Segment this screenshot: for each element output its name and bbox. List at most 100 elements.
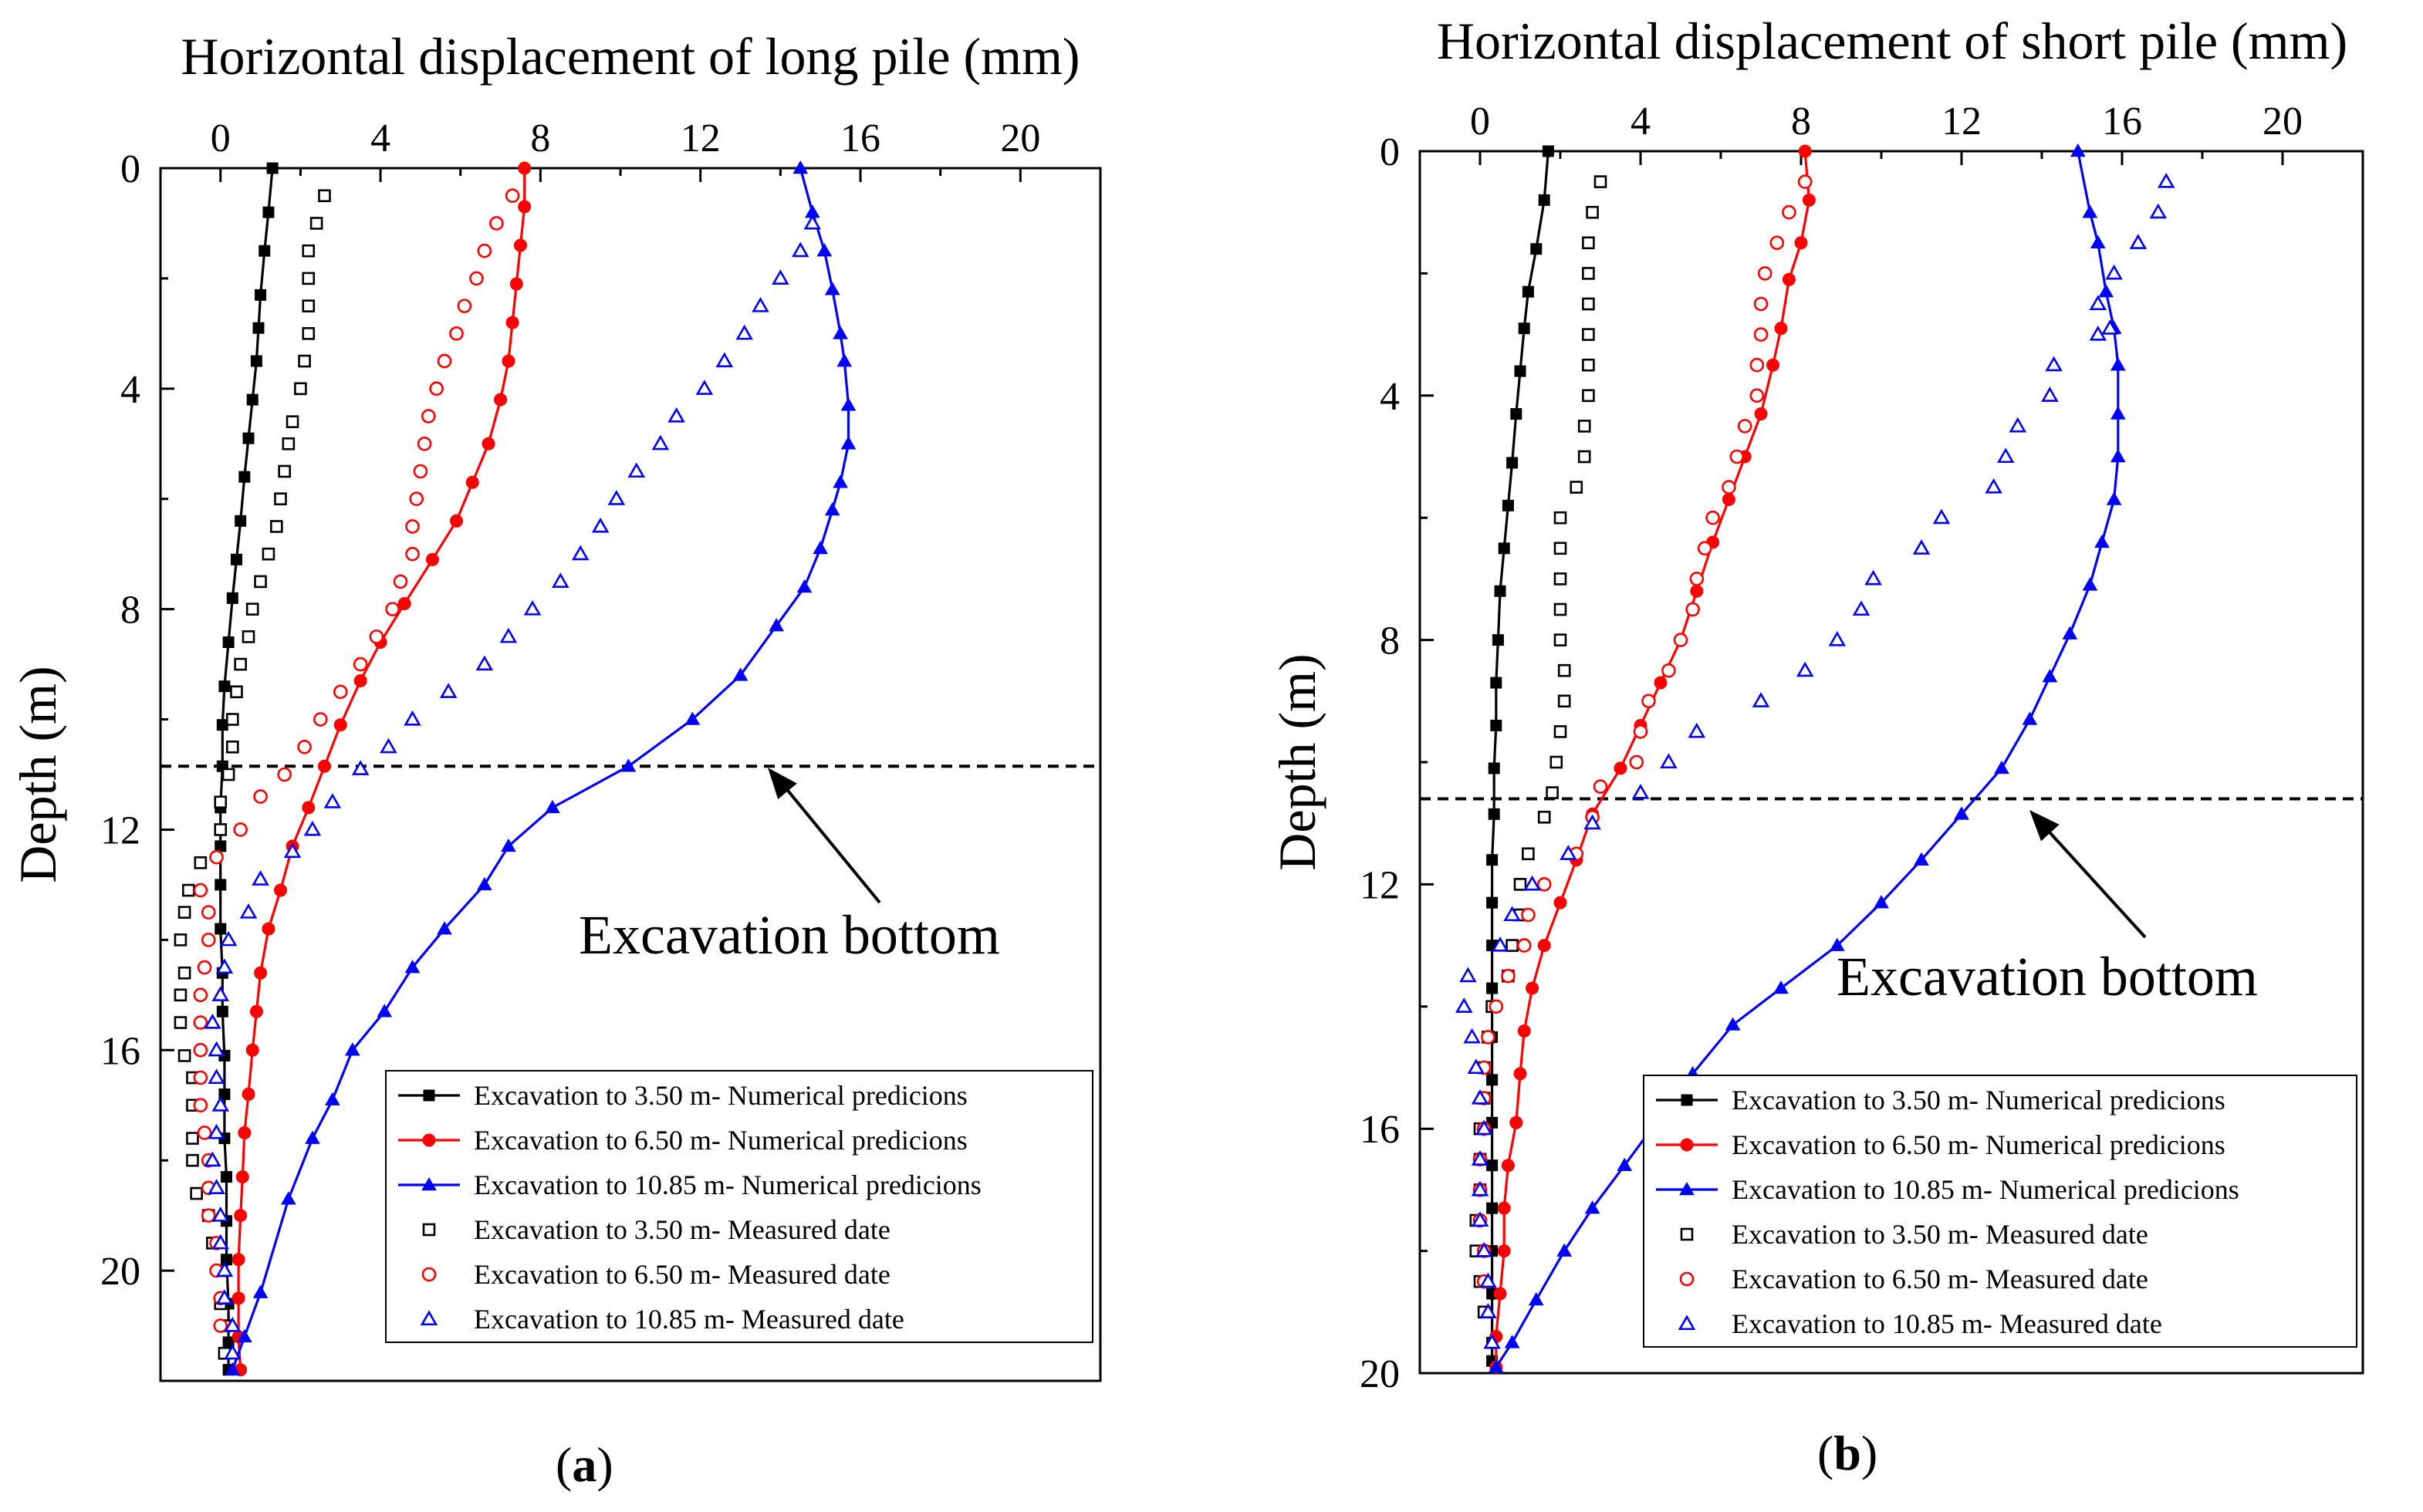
data-point <box>465 475 479 489</box>
data-point <box>1593 175 1607 188</box>
data-point <box>1491 936 1509 952</box>
data-point <box>518 200 532 214</box>
legend-entry-label: Excavation to 10.85 m- Measured date <box>474 1304 904 1335</box>
data-point <box>1549 755 1563 769</box>
data-point <box>571 545 590 561</box>
data-point <box>1912 539 1931 555</box>
data-point <box>197 960 212 975</box>
legend-marker <box>1679 1181 1695 1196</box>
y-axis-title: Depth (m) <box>1268 653 1326 870</box>
data-point <box>684 711 701 725</box>
data-point <box>1654 676 1668 690</box>
data-point <box>250 355 262 367</box>
data-point <box>235 515 247 527</box>
data-point <box>225 713 239 726</box>
data-point <box>1455 997 1473 1013</box>
x-tick-label: 20 <box>2262 100 2303 143</box>
data-point <box>1737 419 1752 434</box>
data-point <box>242 432 255 444</box>
data-point <box>1725 1017 1741 1031</box>
data-point <box>218 1088 231 1100</box>
data-point <box>840 436 857 450</box>
data-point <box>421 409 436 424</box>
data-point <box>1486 1074 1499 1086</box>
data-point <box>262 547 275 561</box>
data-point <box>1521 907 1536 923</box>
data-point <box>193 883 208 898</box>
data-point <box>627 462 646 478</box>
data-point <box>333 684 348 700</box>
data-point <box>1769 235 1785 251</box>
data-point <box>1514 365 1526 377</box>
y-tick-label: 16 <box>100 1029 140 1073</box>
data-point <box>1553 602 1567 616</box>
data-point <box>2110 406 2126 420</box>
x-axis-title: Horizontal displacement of short pile (m… <box>1437 12 2347 70</box>
data-point <box>353 674 367 688</box>
data-point <box>457 299 472 313</box>
data-point <box>499 627 518 643</box>
data-point <box>1796 661 1814 677</box>
panel-a: 0 4 8 12 16 20 0 4 8 12 16 20 Horizontal displacemen… <box>8 27 1102 1492</box>
data-point <box>2089 295 2107 311</box>
data-point <box>201 933 216 947</box>
panel-label-close: ) <box>1861 1426 1877 1480</box>
y-tick-label: 16 <box>1360 1108 1400 1152</box>
data-point <box>298 354 311 368</box>
data-point <box>1584 1200 1600 1214</box>
data-point <box>813 541 829 555</box>
data-point <box>211 986 229 1001</box>
series-5 <box>1455 172 2175 1349</box>
data-point <box>518 161 532 175</box>
data-point <box>1467 1058 1485 1075</box>
data-point <box>1660 753 1678 769</box>
legend-marker <box>1681 1094 1693 1106</box>
data-point <box>186 1132 199 1145</box>
data-point <box>215 958 234 974</box>
data-point <box>1538 194 1550 206</box>
data-point <box>405 519 420 534</box>
data-point <box>1994 760 2009 775</box>
data-point <box>2042 669 2058 683</box>
data-point <box>450 514 464 528</box>
data-point <box>509 277 523 291</box>
data-point <box>1828 630 1847 646</box>
data-point <box>224 1344 242 1360</box>
data-point <box>1577 450 1591 464</box>
y-tick-label: 8 <box>1380 619 1400 663</box>
data-point <box>1661 663 1676 678</box>
data-point <box>1516 938 1532 953</box>
annotation-arrow-head <box>2029 810 2060 842</box>
data-point <box>235 1170 249 1184</box>
data-point <box>249 1004 263 1018</box>
data-point <box>1513 1067 1527 1081</box>
data-point <box>1705 510 1720 525</box>
data-point <box>1932 508 1951 525</box>
data-point <box>225 740 239 754</box>
data-point <box>494 393 508 407</box>
data-point <box>193 1098 208 1113</box>
annotation-text: Excavation bottom <box>579 904 1000 966</box>
data-point <box>545 799 560 814</box>
y-tick-label: 20 <box>1360 1352 1400 1396</box>
data-point <box>449 326 464 341</box>
legend-marker <box>421 1267 437 1282</box>
data-point <box>208 1041 225 1057</box>
data-point <box>1752 692 1770 707</box>
data-point <box>208 1179 225 1194</box>
data-point <box>1582 236 1595 250</box>
data-point <box>1542 145 1554 157</box>
data-point <box>501 838 516 852</box>
data-point <box>318 189 331 203</box>
data-point <box>246 393 259 406</box>
data-point <box>1475 1241 1493 1257</box>
data-point <box>273 883 287 897</box>
data-point <box>1852 600 1870 616</box>
data-point <box>1697 541 1712 556</box>
data-point <box>1523 875 1541 891</box>
data-point <box>303 820 322 836</box>
data-point <box>1492 634 1504 646</box>
legend-marker <box>1680 1138 1694 1152</box>
data-point <box>353 656 368 672</box>
data-point <box>1556 1243 1573 1257</box>
